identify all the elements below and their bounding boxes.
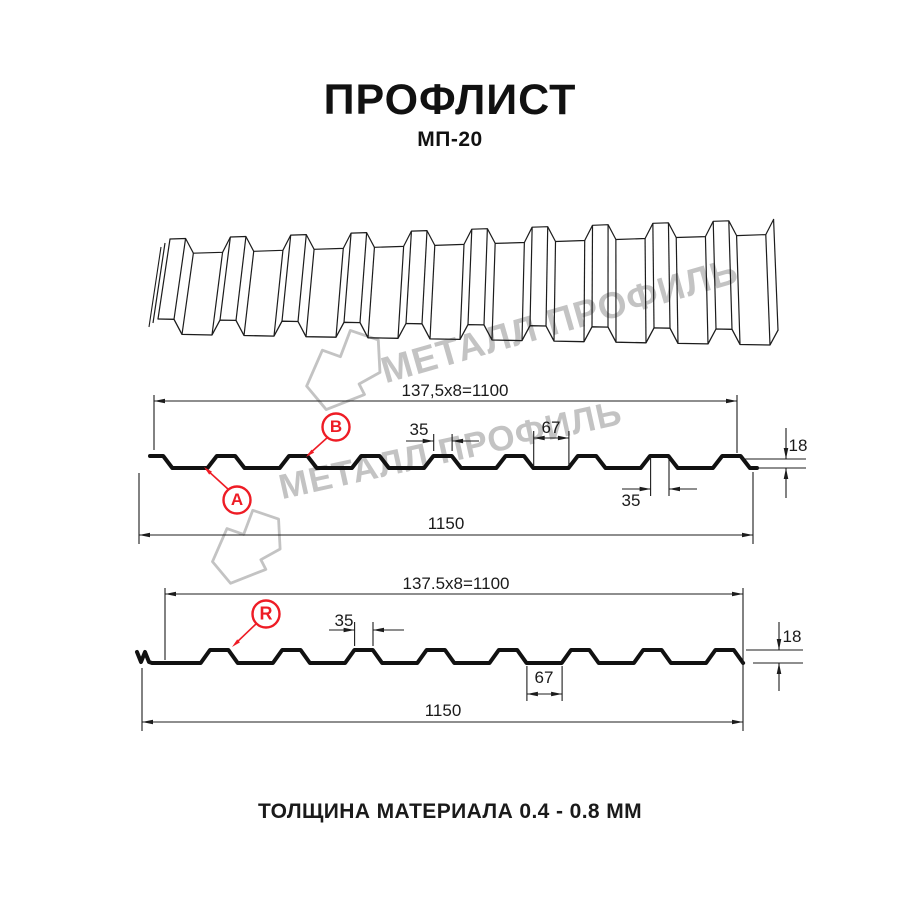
watermark-logo-icon — [305, 329, 382, 411]
dim-top-width-1: 137,5x8=1100 — [401, 381, 509, 400]
dim-rib-top-2: 35 — [334, 611, 354, 630]
dim-height-2: 18 — [782, 627, 802, 646]
section-1-cross-section — [138, 395, 806, 544]
dim-total-width-2: 1150 — [424, 701, 462, 720]
dim-rib-bottom-1: 35 — [621, 491, 641, 510]
drawing-3d-sheet — [148, 218, 779, 346]
dim-valley-2: 67 — [534, 668, 554, 687]
dim-top-width-2: 137.5x8=1100 — [402, 574, 510, 593]
label-b: B — [329, 417, 343, 436]
footer-thickness-note: ТОЛЩИНА МАТЕРИАЛА 0.4 - 0.8 ММ — [257, 800, 643, 823]
label-r: R — [259, 603, 273, 624]
dim-total-width-1: 1150 — [427, 514, 465, 533]
page-subtitle: МП-20 — [417, 128, 483, 151]
watermark-logo-icon — [211, 508, 282, 585]
red-callout-leaders — [204, 412, 351, 647]
dim-valley-1: 67 — [541, 418, 561, 437]
label-a-circle — [222, 485, 252, 515]
label-a: A — [230, 490, 244, 509]
dim-rib-top-1: 35 — [409, 420, 429, 439]
section-2-cross-section — [135, 588, 803, 731]
dim-height-1: 18 — [788, 436, 808, 455]
label-r-circle — [251, 599, 281, 629]
label-b-circle — [321, 412, 351, 442]
page-title: ПРОФЛИСТ — [323, 76, 577, 124]
